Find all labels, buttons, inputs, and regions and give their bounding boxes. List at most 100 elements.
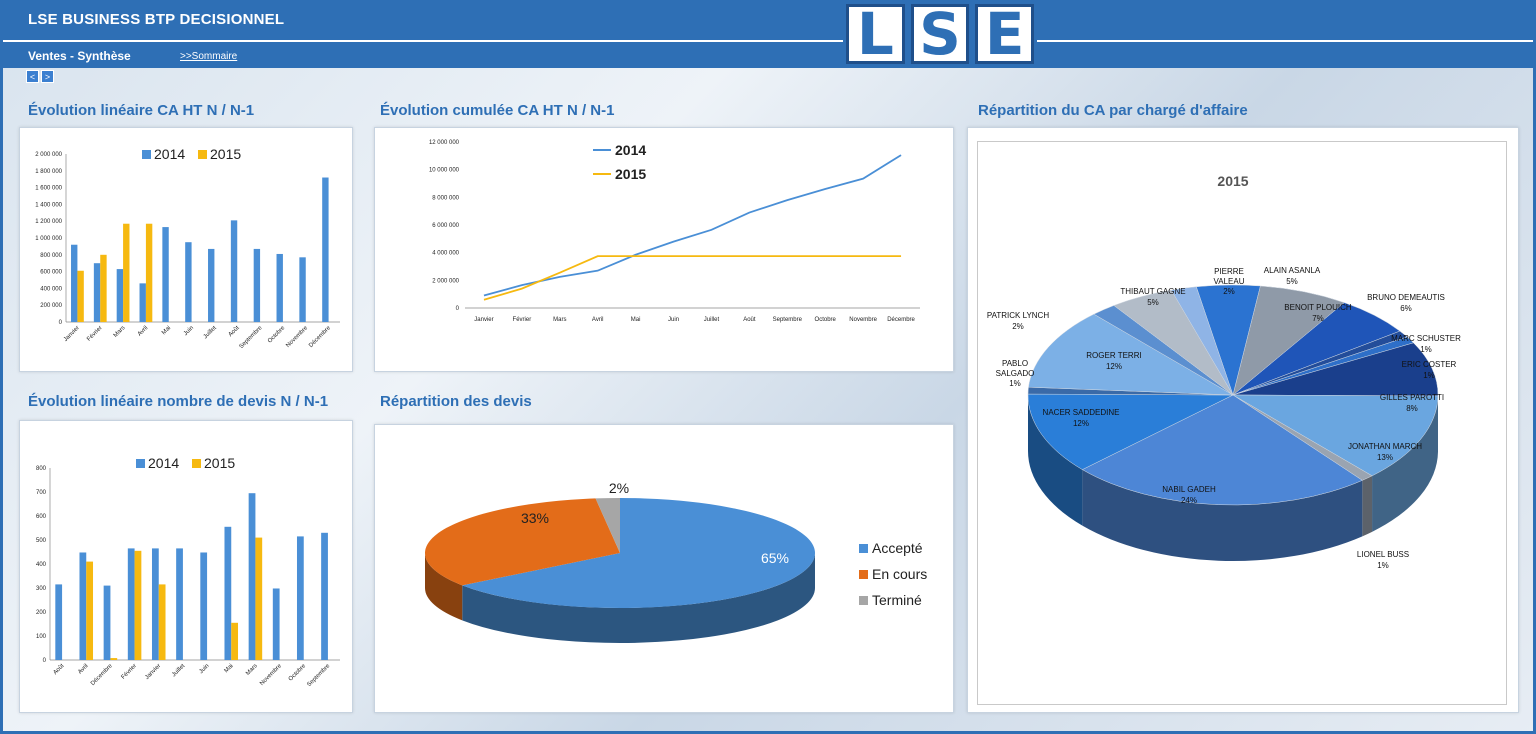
sub-bar xyxy=(0,42,1536,68)
bar-2014-Décembre xyxy=(322,177,329,322)
bar-2014-Juillet xyxy=(208,248,215,322)
bar-2015-Janvier xyxy=(77,270,84,322)
section-title-ca-cum: Évolution cumulée CA HT N / N-1 xyxy=(380,102,615,119)
chart-title: 2015 xyxy=(1217,173,1248,189)
bar-2014-Février xyxy=(127,548,135,660)
x-tick-label: Janvier xyxy=(474,317,493,323)
pie-value-ALAIN ASANLA: 5% xyxy=(1286,277,1298,286)
y-tick-label: 0 xyxy=(59,320,63,326)
legend-swatch-2015 xyxy=(198,150,207,159)
x-tick-label: Octobre xyxy=(815,317,837,323)
pie-label-first-PABLO SALGADO: PABLO xyxy=(1002,359,1028,368)
bar-2015-Mars xyxy=(255,537,263,660)
section-title-ca-rep: Répartition du CA par chargé d'affaire xyxy=(978,102,1248,119)
sommaire-link[interactable]: >>Sommaire xyxy=(180,51,238,62)
next-button[interactable]: > xyxy=(41,70,54,83)
y-tick-label: 4 000 000 xyxy=(432,251,459,257)
page-subtitle: Ventes - Synthèse xyxy=(28,49,131,63)
legend-swatch-2015 xyxy=(192,459,201,468)
pie-side-Accepté xyxy=(462,553,815,643)
y-tick-label: 400 xyxy=(36,562,47,568)
bar-2014-Janvier xyxy=(71,244,78,322)
ca-rep-inner-frame: 2015 ALAIN ASANLA 5% BENOIT PLOUICH 7% BRUNO … xyxy=(977,141,1507,705)
pie-label-ALAIN ASANLA: ALAIN ASANLA xyxy=(1264,266,1321,275)
pie-label-BRUNO DEMEAUTIS: BRUNO DEMEAUTIS xyxy=(1367,293,1445,302)
prev-button[interactable]: < xyxy=(26,70,39,83)
bar-2015-Janvier xyxy=(158,584,166,660)
ca-cum-panel: 0 2 000 000 4 000 000 6 000 000 8 000 000 10 … xyxy=(374,127,954,372)
pie-slice-Accepté xyxy=(462,498,815,608)
bar-2014-Septembre xyxy=(253,248,261,322)
bar-2014-Mai xyxy=(162,227,169,322)
y-tick-label: 6 000 000 xyxy=(432,223,459,229)
pie-label-last-PABLO SALGADO: SALGADO xyxy=(996,369,1035,378)
y-tick-label: 0 xyxy=(456,306,460,312)
pie-value-Terminé: 2% xyxy=(609,480,629,496)
legend-label-Accepté: Accepté xyxy=(872,540,923,556)
y-tick-label: 100 xyxy=(36,634,47,640)
bar-2015-Décembre xyxy=(110,658,118,660)
y-tick-label: 8 000 000 xyxy=(432,195,459,201)
y-tick-label: 200 000 xyxy=(40,303,62,309)
devis-lin-panel: 0 100 200 300 400 500 600 700 800 Août Avril Décemb… xyxy=(19,420,353,713)
pie-label-THIBAUT GAGNE: THIBAUT GAGNE xyxy=(1120,287,1185,296)
pie-slice-En cours xyxy=(425,498,620,586)
x-tick-label: Novembre xyxy=(849,317,877,323)
y-tick-label: 2 000 000 xyxy=(432,278,459,284)
pie-label-PATRICK LYNCH: PATRICK LYNCH xyxy=(987,311,1049,320)
legend-swatch-Accepté xyxy=(859,544,868,553)
y-tick-label: 600 xyxy=(36,514,47,520)
pie-value-MARC SCHUSTER: 1% xyxy=(1420,345,1432,354)
y-tick-label: 0 xyxy=(43,658,47,664)
legend-swatch-2014 xyxy=(142,150,151,159)
ca-cum-chart: 0 2 000 000 4 000 000 6 000 000 8 000 000 10 … xyxy=(429,140,920,323)
pie-slice-NABIL GADEH xyxy=(1081,394,1363,506)
pie-value-ROGER TERRI: 12% xyxy=(1106,362,1122,371)
x-tick-label: Août xyxy=(743,317,756,323)
logo-letter-l: L xyxy=(856,0,894,68)
y-tick-label: 400 000 xyxy=(40,286,62,292)
pie-value-BENOIT PLOUICH: 7% xyxy=(1312,314,1324,323)
y-tick-label: 1 800 000 xyxy=(35,169,62,175)
bar-2015-Avril xyxy=(145,223,153,322)
lse-logo: L S E xyxy=(843,0,1037,68)
bar-2015-Avril xyxy=(86,561,94,660)
bar-2014-Février xyxy=(93,263,101,322)
y-tick-label: 800 xyxy=(36,466,47,472)
section-title-devis-lin: Évolution linéaire nombre de devis N / N… xyxy=(28,393,329,410)
y-tick-label: 500 xyxy=(36,538,47,544)
pie-label-first-PIERRE VALEAU: PIERRE xyxy=(1214,267,1244,276)
y-tick-label: 2 000 000 xyxy=(35,152,62,158)
pie-label-LIONEL BUSS: LIONEL BUSS xyxy=(1357,550,1409,559)
x-tick-label: Mai xyxy=(631,317,641,323)
ca-lin-chart: 0 200 000 400 000 600 000 800 000 1 000 000 1 … xyxy=(35,146,340,350)
pie-value-PABLO SALGADO: 1% xyxy=(1009,379,1021,388)
legend-label-2015: 2015 xyxy=(204,455,235,471)
bar-2015-Février xyxy=(100,254,107,322)
header-divider xyxy=(0,40,1536,42)
pie-value-THIBAUT GAGNE: 5% xyxy=(1147,298,1159,307)
y-tick-label: 600 000 xyxy=(40,270,62,276)
x-tick-label: Mai xyxy=(161,325,172,336)
bar-2014-Novembre xyxy=(299,257,306,322)
legend-swatch-Terminé xyxy=(859,596,868,605)
y-tick-label: 300 xyxy=(36,586,47,592)
bar-2014-Mars xyxy=(248,493,256,660)
x-tick-label: Avril xyxy=(592,317,604,323)
bar-2014-Mai xyxy=(224,526,232,660)
x-tick-label: Décembre xyxy=(887,317,915,323)
x-tick-label: Février xyxy=(513,317,532,323)
pie-label-MARC SCHUSTER: MARC SCHUSTER xyxy=(1391,334,1461,343)
legend-label-2014: 2014 xyxy=(148,455,179,471)
ca-rep-panel: 2015 ALAIN ASANLA 5% BENOIT PLOUICH 7% BRUNO … xyxy=(967,127,1519,713)
y-tick-label: 1 600 000 xyxy=(35,186,62,192)
bar-2015-Mai xyxy=(231,622,239,660)
legend-label-2014: 2014 xyxy=(154,146,185,162)
legend-label-En cours: En cours xyxy=(872,566,927,582)
pie-slice-NACER SADDEDINE xyxy=(1027,393,1234,470)
pie-label-ERIC COSTER: ERIC COSTER xyxy=(1402,360,1457,369)
series-line-2015 xyxy=(483,255,902,301)
pie-value-NACER SADDEDINE: 12% xyxy=(1073,419,1089,428)
